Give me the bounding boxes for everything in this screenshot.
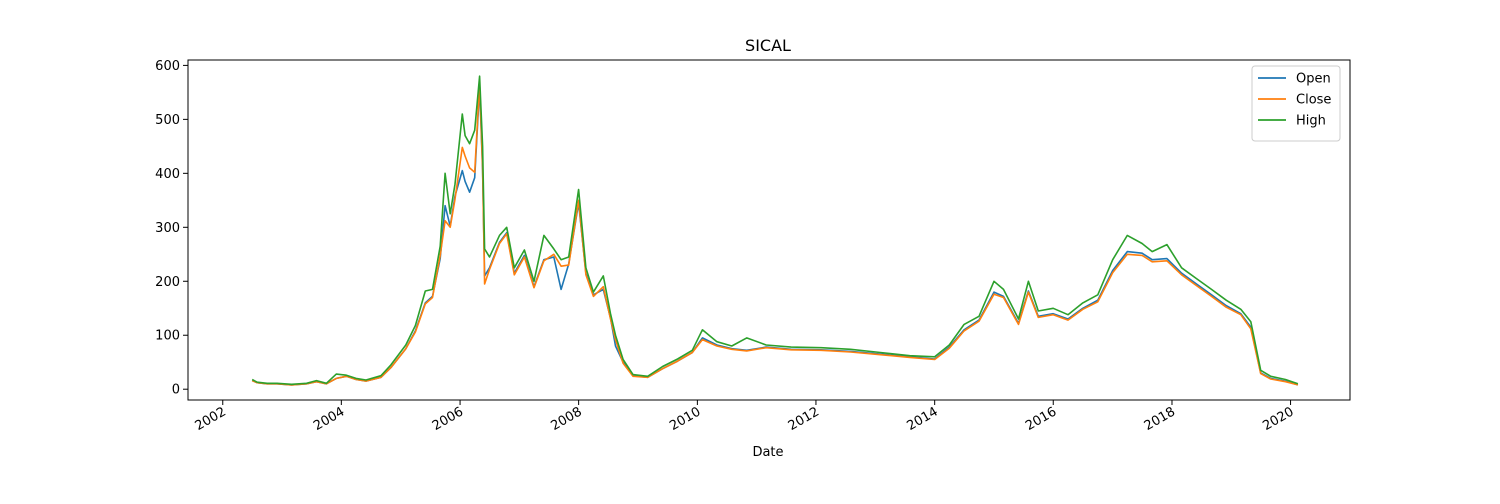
legend-label-close: Close — [1296, 93, 1331, 108]
x-tick-label: 2014 — [905, 404, 941, 434]
chart-title: SICAL — [745, 36, 791, 55]
series-line-high — [251, 75, 1299, 386]
y-tick-label: 0 — [172, 383, 180, 398]
y-tick-label: 500 — [155, 113, 180, 128]
y-tick-label: 200 — [155, 275, 180, 290]
x-tick-label: 2004 — [311, 404, 347, 434]
x-tick-label: 2002 — [193, 404, 229, 434]
x-tick-label: 2008 — [548, 404, 584, 434]
x-tick-label: 2016 — [1023, 404, 1059, 434]
series-line-open — [251, 86, 1299, 386]
x-axis-label: Date — [752, 445, 783, 460]
legend: Open Close High — [1251, 65, 1341, 142]
y-tick-label: 300 — [155, 221, 180, 236]
x-tick-label: 2020 — [1260, 404, 1296, 434]
legend-label-high: High — [1296, 114, 1326, 129]
legend-label-open: Open — [1296, 72, 1331, 87]
plot-frame — [187, 59, 1351, 401]
y-tick-label: 100 — [155, 329, 180, 344]
legend-box — [1251, 65, 1341, 142]
series-line-close — [251, 81, 1299, 386]
axis-layer: 0 100 200 300 400 500 600 2002 2004 2006 2008 2010 2… — [155, 59, 1351, 434]
y-tick-label: 600 — [155, 59, 180, 74]
series-layer — [251, 75, 1299, 386]
x-tick-label: 2012 — [786, 404, 822, 434]
x-tick-label: 2010 — [667, 404, 703, 434]
x-tick-label: 2006 — [430, 404, 466, 434]
x-tick-label: 2018 — [1142, 404, 1178, 434]
y-tick-label: 400 — [155, 167, 180, 182]
